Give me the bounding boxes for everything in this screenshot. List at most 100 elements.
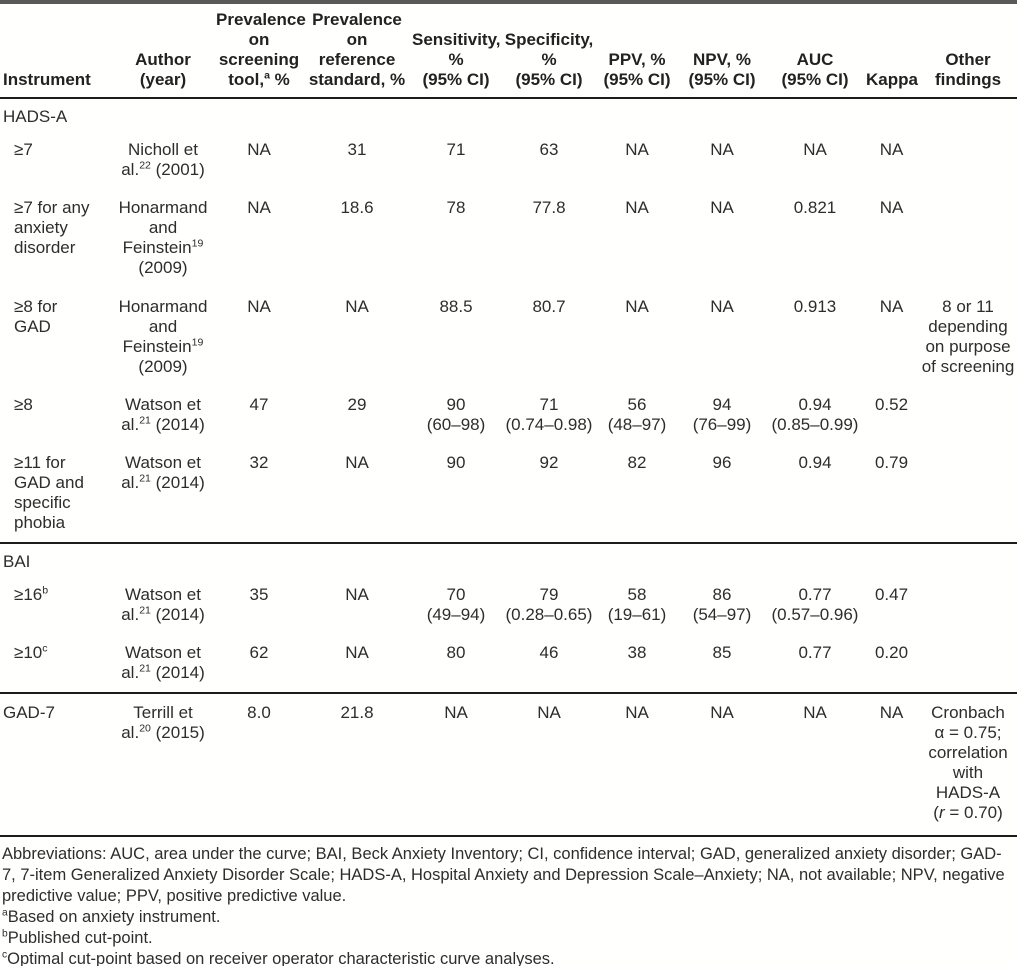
group-row: BAI — [0, 541, 1017, 577]
table-row: ≥11 for GAD and specific phobia Watson et al.… — [0, 444, 1017, 543]
cell-prev_screen: NA — [247, 198, 271, 218]
table-row: ≥7 Nicholl et al.22 (2001) NA 31 71 63 NA NA NA NA… — [0, 131, 1017, 375]
instrument-group-label: BAI — [0, 541, 1017, 577]
footnote: bPublished cut-point. — [2, 928, 153, 947]
cell-prev_screen: NA — [247, 140, 271, 160]
cell-ppv: 58 (19–61) — [607, 585, 667, 625]
table-row: ≥10c Watson et al.21 (2014) 62 NA 80 46 38 85 0.7… — [0, 634, 1017, 693]
column-header-prev_ref: Prevalence on reference standard, % — [304, 2, 410, 100]
cell-prev_ref: NA — [345, 643, 369, 663]
cell-prev_ref: 21.8 — [304, 692, 410, 833]
cell-author: Watson et al.21 (2014) — [121, 394, 205, 434]
cell-ppv: 82 — [627, 452, 647, 472]
cell-spec: 77.8 — [532, 198, 566, 218]
cell-kappa: 0.47 — [874, 585, 909, 605]
cell-spec: NA — [502, 692, 596, 833]
cell-spec: 80.7 — [532, 296, 566, 316]
cell-sens: NA — [410, 692, 502, 833]
screening-instruments-table: Instrument Author (year) Prevalence on screen… — [0, 0, 1017, 833]
table-row: ≥7 for any anxiety disorder Honarmand and Fei… — [0, 189, 1017, 287]
cell-npv: 86 (54–97) — [692, 585, 752, 625]
cell-instrument: ≥8 — [14, 394, 33, 414]
cell-auc: 0.77 (0.57–0.96) — [771, 585, 859, 625]
cell-auc: NA — [803, 140, 827, 160]
cell-sens: 80 — [446, 643, 466, 663]
cell-prev_screen: 62 — [249, 643, 269, 663]
cell-other-findings: Cronbach α = 0.75; correlation with HADS-A (r… — [919, 692, 1017, 833]
cell-spec: 79 (0.28–0.65) — [505, 585, 593, 625]
cell-prev_ref: 18.6 — [340, 198, 374, 218]
cell-sens: 78 — [446, 198, 466, 218]
cell-other-findings — [919, 634, 1017, 693]
cell-auc: 0.94 — [798, 452, 832, 472]
table-row: ≥8 for GAD Honarmand and Feinstein19 (2009) NA… — [0, 288, 1017, 386]
cell-kappa: 0.20 — [874, 643, 909, 663]
cell-ppv: NA — [625, 198, 649, 218]
column-header-prev_screen: Prevalence on screening tool,a % — [214, 2, 306, 100]
cell-author: Watson et al.21 (2014) — [121, 643, 205, 683]
cell-prev_ref: 31 — [347, 140, 367, 160]
column-header-npv: NPV, % (95% CI) — [678, 2, 766, 100]
cell-spec: 71 (0.74–0.98) — [505, 394, 593, 434]
cell-prev_screen: 47 — [249, 394, 269, 414]
table-header: Instrument Author (year) Prevalence on screen… — [0, 2, 1017, 100]
cell-prev_screen: 8.0 — [214, 692, 304, 833]
cell-sens: 88.5 — [439, 296, 473, 316]
column-header-instrument: Instrument — [0, 2, 112, 100]
header-row: Instrument Author (year) Prevalence on screen… — [0, 2, 1017, 100]
instrument-group-label: HADS-A — [3, 107, 68, 127]
table-row: GAD-7 Terrill et al.20 (2015) 8.0 21.8 NA NA NA… — [0, 692, 1017, 833]
column-header-auc: AUC (95% CI) — [766, 2, 864, 100]
cell-ppv: 56 (48–97) — [607, 394, 667, 434]
cell-author: Honarmand and Feinstein19 (2009) — [118, 296, 208, 376]
footnote: aBased on anxiety instrument. — [2, 907, 221, 926]
cell-prev_screen: NA — [247, 296, 271, 316]
cell-ppv: NA — [625, 296, 649, 316]
cell-spec: 92 — [539, 452, 559, 472]
cell-instrument: ≥16b — [14, 584, 49, 605]
cell-sens: 90 — [446, 452, 466, 472]
column-header-sens: Sensitivity,% (95% CI) — [410, 2, 502, 100]
table-body: HADS-A ≥7 Nicholl et al.22 (2001) NA 31 71 63 NA… — [0, 98, 1017, 833]
footnote: cOptimal cut-point based on receiver ope… — [2, 949, 555, 966]
cell-spec: 46 — [539, 643, 559, 663]
cell-npv: NA — [710, 140, 734, 160]
footnote: Abbreviations: AUC, area under the curve… — [2, 844, 1005, 905]
cell-ppv: 38 — [627, 643, 647, 663]
cell-prev_ref: 29 — [347, 394, 367, 414]
cell-kappa: NA — [864, 692, 919, 833]
cell-prev_screen: 32 — [249, 452, 269, 472]
column-header-kappa: Kappa — [864, 2, 919, 100]
cell-author: Honarmand and Feinstein19 (2009) — [118, 198, 208, 278]
cell-instrument: ≥7 for any anxiety disorder — [14, 198, 90, 258]
cell-kappa: 0.52 — [874, 394, 909, 414]
cell-npv: NA — [710, 296, 734, 316]
cell-author: Watson et al.21 (2014) — [121, 585, 205, 625]
cell-prev_ref: NA — [345, 585, 369, 605]
cell-instrument: ≥7 — [14, 140, 33, 160]
column-header-spec: Specificity,% (95% CI) — [502, 2, 596, 100]
cell-spec: 63 — [539, 140, 559, 160]
cell-instrument: ≥10c — [14, 642, 48, 663]
cell-kappa: NA — [879, 198, 904, 218]
cell-author: Watson et al.21 (2014) — [121, 452, 205, 492]
cell-npv: 94 (76–99) — [692, 394, 752, 434]
cell-npv: NA — [710, 198, 734, 218]
cell-npv: 96 — [712, 452, 732, 472]
cell-author: Nicholl et al.22 (2001) — [121, 140, 205, 180]
cell-npv: NA — [678, 692, 766, 833]
table-row: ≥8 Watson et al.21 (2014) 47 29 90 (60–98) 71 (0… — [0, 386, 1017, 444]
column-header-other: Other findings — [919, 2, 1017, 100]
cell-kappa: NA — [879, 140, 904, 160]
cell-auc: 0.94 (0.85–0.99) — [771, 394, 859, 434]
cell-ppv: NA — [625, 140, 649, 160]
cell-kappa: 0.79 — [874, 452, 909, 472]
cell-instrument: GAD-7 — [0, 692, 112, 833]
cell-sens: 90 (60–98) — [426, 394, 486, 434]
cell-author: Terrill et al.20 (2015) — [112, 692, 214, 833]
cell-prev_screen: 35 — [249, 585, 269, 605]
cell-instrument: ≥11 for GAD and specific phobia — [14, 452, 84, 532]
cell-prev_ref: NA — [345, 452, 369, 472]
cell-ppv: NA — [596, 692, 678, 833]
